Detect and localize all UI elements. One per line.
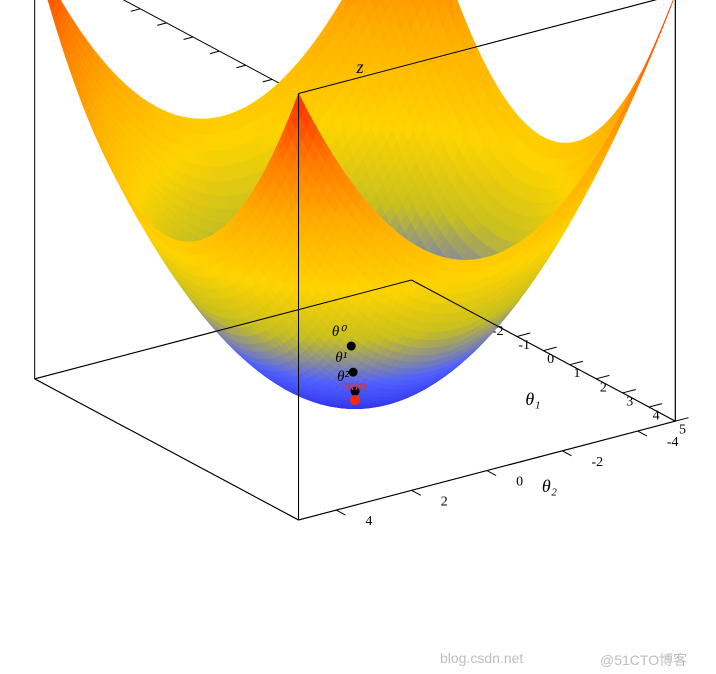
theta2-axis-label: θ₂ (542, 476, 557, 497)
svg-text:4: 4 (365, 514, 372, 529)
label-min: min (344, 378, 367, 394)
svg-text:5: 5 (679, 423, 686, 438)
surface-plot-3d: -5-4-3-2-1012345-4-20241020304050θ⁰θ¹θ²m… (0, 0, 716, 674)
svg-text:0: 0 (516, 475, 523, 490)
watermark-right: @51CTO博客 (600, 650, 687, 670)
z-axis-label: z (356, 57, 363, 78)
marker-theta1 (349, 368, 358, 377)
watermark-left: blog.csdn.net (440, 650, 523, 666)
marker-theta0 (347, 342, 356, 351)
label-theta1: θ¹ (335, 350, 347, 366)
svg-text:2: 2 (441, 494, 448, 509)
svg-text:-4: -4 (667, 435, 679, 450)
svg-text:-2: -2 (592, 455, 604, 470)
surface-svg: -5-4-3-2-1012345-4-20241020304050θ⁰θ¹θ²m… (0, 0, 716, 674)
theta1-axis-label: θ₁ (525, 389, 540, 410)
label-theta0: θ⁰ (332, 324, 347, 340)
marker-min (350, 395, 360, 405)
